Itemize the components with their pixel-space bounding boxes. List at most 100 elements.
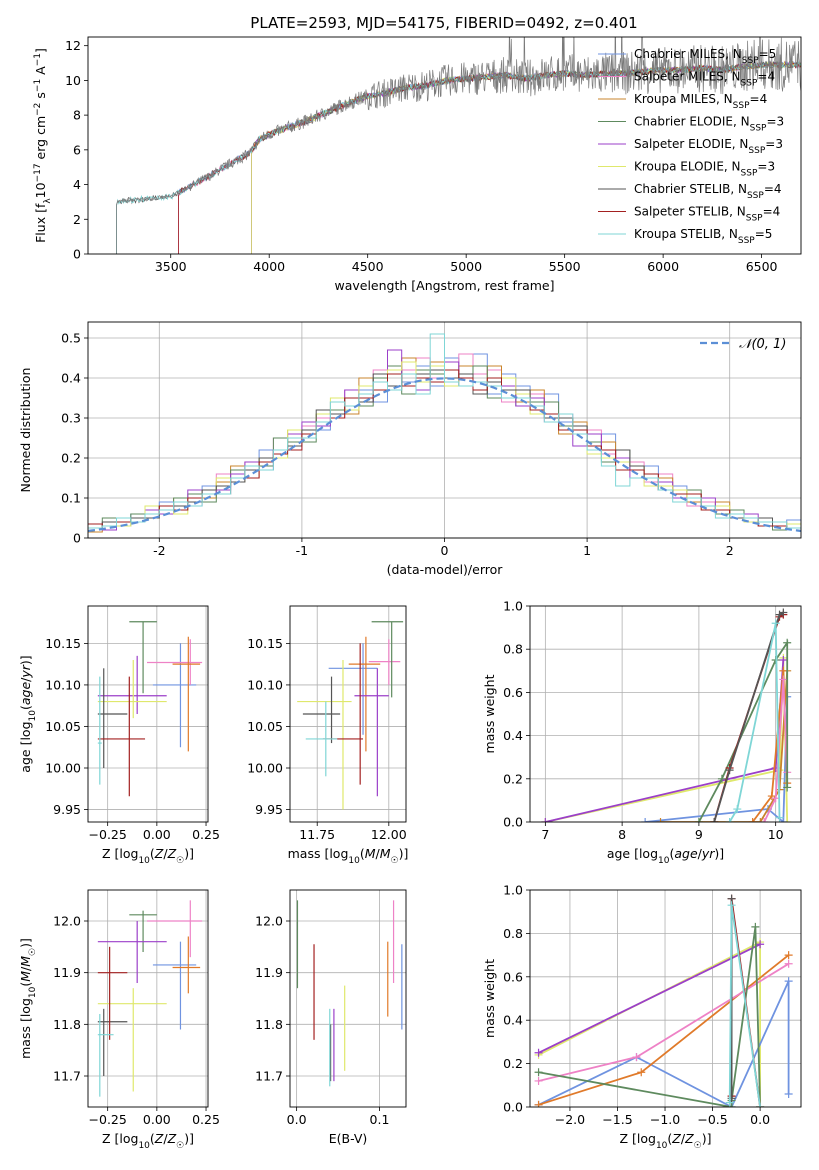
x-axis-label: wavelength [Angstrom, rest frame] xyxy=(334,278,554,293)
y-tick-label: 0.5 xyxy=(61,331,81,346)
weight-marker xyxy=(779,675,788,684)
y-axis-label: mass weight xyxy=(482,959,497,1038)
weight-line xyxy=(763,679,789,822)
weight-line xyxy=(545,659,785,822)
x-tick-label: 0.25 xyxy=(192,827,220,842)
spectrum-legend: Chabrier MILES, NSSP=5 Salpeter MILES, NS… xyxy=(598,47,784,246)
x-tick-label: −1.0 xyxy=(650,1112,680,1127)
x-tick-label: 6000 xyxy=(647,259,679,274)
x-tick-label: −0.25 xyxy=(89,827,127,842)
axes-frame xyxy=(87,605,209,823)
y-tick-label: 0.4 xyxy=(503,728,523,743)
weight-marker xyxy=(534,1100,543,1107)
y-tick-label: 10.10 xyxy=(45,677,81,692)
x-tick-label: 11.75 xyxy=(299,827,335,842)
weight-marker xyxy=(632,1053,641,1062)
x-tick-label: -2 xyxy=(153,543,165,558)
x-tick-label: 0 xyxy=(441,543,449,558)
x-tick-label: 0.0 xyxy=(750,1112,770,1127)
y-tick-label: 12.0 xyxy=(255,914,283,929)
error-bar xyxy=(97,655,167,714)
error-bar xyxy=(97,660,167,719)
error-bar xyxy=(97,668,128,768)
weight-marker xyxy=(756,1103,765,1107)
x-tick-label: 5000 xyxy=(450,259,482,274)
y-tick-label: 0.3 xyxy=(61,411,81,426)
x-tick-label: 6500 xyxy=(746,259,778,274)
model-spectrum-line xyxy=(251,61,801,254)
normal-distribution-curve xyxy=(88,377,801,533)
axes-frame xyxy=(87,36,802,255)
weight-marker xyxy=(784,977,793,986)
weight-line xyxy=(538,980,790,1107)
legend-label: Kroupa ELODIE, NSSP=3 xyxy=(634,160,775,179)
weight-line xyxy=(660,670,789,822)
axes-frame xyxy=(289,605,407,823)
weight-marker xyxy=(751,922,760,931)
weight-marker xyxy=(694,818,703,822)
weight-marker xyxy=(541,818,550,822)
weight-line xyxy=(645,696,789,822)
y-tick-label: 11.9 xyxy=(255,965,283,980)
histogram-step xyxy=(88,333,801,529)
weight-marker xyxy=(784,959,793,968)
y-tick-label: 0.0 xyxy=(503,1100,523,1115)
legend-label: Salpeter ELODIE, NSSP=3 xyxy=(634,137,783,156)
residuals-panel: -2 -1 0 1 2 0 0.1 0.2 0.3 0.4 0.5 𝒩(0, 1) (data-mode… xyxy=(18,321,802,577)
error-bar xyxy=(129,621,157,694)
x-tick-label: 0.00 xyxy=(143,827,171,842)
x-tick-label: −0.25 xyxy=(89,1112,127,1127)
x-axis-label: Z [log10(Z/Z☉)] xyxy=(619,1131,711,1151)
x-tick-label: 10 xyxy=(768,827,784,842)
y-tick-label: 10.00 xyxy=(247,761,283,776)
x-tick-label: 5500 xyxy=(549,259,581,274)
massweight-vs-metallicity-panel: −2.0 −1.5 −1.0 −0.5 0.0 0.0 0.2 0.4 0.6 0.8 1.0 Z [… xyxy=(482,883,802,1151)
weight-marker xyxy=(727,901,736,910)
axes-frame xyxy=(289,889,407,1108)
age-vs-mass-panel: 11.75 12.00 9.95 10.00 10.05 10.10 10.15 mass [… xyxy=(247,605,409,866)
y-tick-label: 4 xyxy=(73,177,81,192)
axes-frame xyxy=(529,605,802,823)
y-tick-label: 11.7 xyxy=(255,1069,283,1084)
weight-marker xyxy=(775,813,784,822)
y-tick-label: 10.15 xyxy=(247,636,283,651)
error-bar xyxy=(368,639,401,685)
error-bar xyxy=(97,1008,128,1076)
weight-marker xyxy=(756,818,765,822)
y-tick-label: 9.95 xyxy=(53,802,81,817)
x-axis-label: Z [log10(Z/Z☉)] xyxy=(102,1131,194,1151)
x-tick-label: 8 xyxy=(618,827,626,842)
error-bar xyxy=(147,639,203,685)
axes-frame xyxy=(529,889,802,1108)
x-tick-label: −1.5 xyxy=(602,1112,632,1127)
weight-marker xyxy=(534,1068,543,1077)
error-bar xyxy=(348,636,381,752)
error-bar xyxy=(152,941,197,1030)
weight-marker xyxy=(783,818,792,822)
y-tick-label: 6 xyxy=(73,142,81,157)
x-tick-label: 2 xyxy=(726,543,734,558)
x-tick-label: 0.0 xyxy=(287,1112,307,1127)
y-tick-label: 2 xyxy=(73,212,81,227)
model-spectrum-line xyxy=(251,60,801,254)
weight-marker xyxy=(656,818,665,822)
legend-label: Chabrier ELODIE, NSSP=3 xyxy=(634,115,784,134)
weight-marker xyxy=(725,1098,734,1107)
y-tick-label: 10.10 xyxy=(247,677,283,692)
y-tick-label: 11.9 xyxy=(53,965,81,980)
model-spectrum-line xyxy=(178,60,801,254)
x-tick-label: 0.1 xyxy=(370,1112,390,1127)
age-vs-metallicity-panel: −0.25 0.00 0.25 9.95 10.00 10.05 10.10 10.15 Z [… xyxy=(18,605,220,866)
y-tick-label: 0 xyxy=(73,531,81,546)
legend-label: Kroupa STELIB, NSSP=5 xyxy=(634,227,772,246)
x-axis-label: mass [log10(M/M☉)] xyxy=(288,846,409,866)
weight-marker xyxy=(756,940,765,949)
weight-marker xyxy=(725,766,734,775)
error-bar xyxy=(305,701,338,777)
weight-marker xyxy=(534,1048,543,1057)
weight-line xyxy=(538,940,761,1107)
model-spectrum-line xyxy=(178,60,801,254)
y-axis-label: mass weight xyxy=(482,674,497,753)
weight-marker xyxy=(783,638,792,647)
